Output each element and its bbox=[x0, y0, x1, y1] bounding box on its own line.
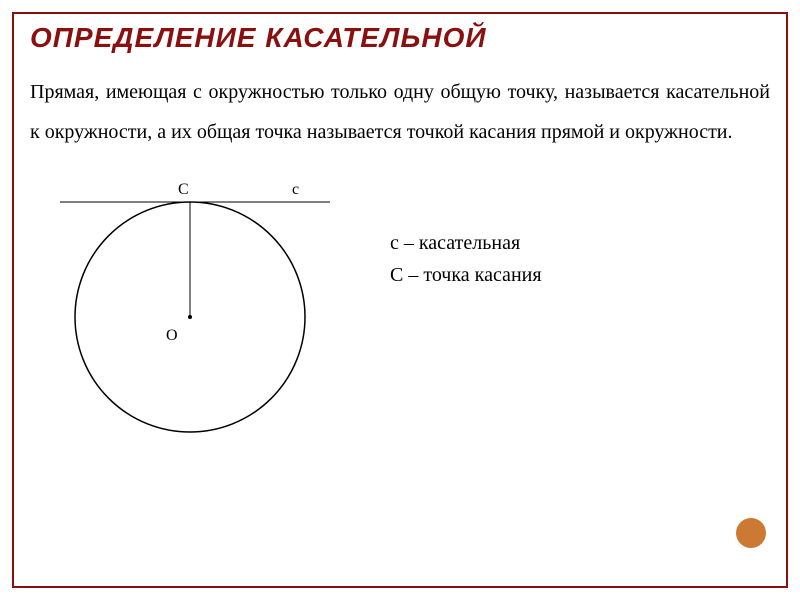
decorative-corner-dot bbox=[736, 518, 766, 548]
slide-frame bbox=[12, 12, 788, 588]
